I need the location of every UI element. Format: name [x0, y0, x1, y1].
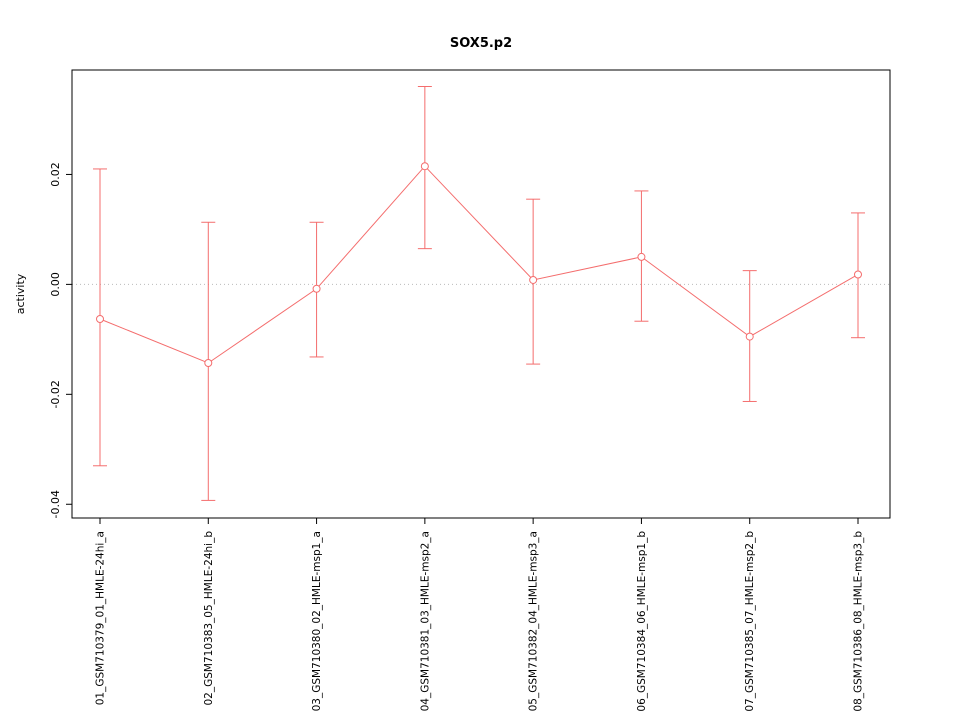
data-point — [745, 332, 754, 341]
data-point — [529, 275, 538, 284]
data-point — [312, 284, 321, 293]
data-point — [96, 315, 104, 324]
data-point — [854, 270, 862, 279]
y-tick-label: -0.04 — [49, 490, 62, 518]
series-line — [99, 165, 859, 364]
x-category-label: 02_GSM710383_05_HMLE-24hi_b — [203, 531, 215, 706]
y-tick-label: -0.02 — [49, 380, 62, 408]
x-category-label: 04_GSM710381_03_HMLE-msp2_a — [419, 531, 431, 711]
data-point — [420, 162, 429, 171]
x-category-label: 06_GSM710384_06_HMLE-msp1_b — [636, 531, 648, 712]
x-category-label: 05_GSM710382_04_HMLE-msp3_a — [528, 531, 540, 711]
y-axis-label: activity — [14, 273, 27, 314]
data-point — [637, 252, 646, 261]
plot-border — [71, 69, 891, 519]
y-tick-label: 0.00 — [49, 272, 62, 297]
x-category-label: 01_GSM710379_01_HMLE-24hi_a — [95, 531, 107, 705]
x-category-label: 08_GSM710386_08_HMLE-msp3_b — [853, 531, 865, 712]
x-category-label: 07_GSM710385_07_HMLE-msp2_b — [744, 531, 756, 712]
y-tick-label: 0.02 — [49, 162, 62, 187]
data-point — [204, 358, 213, 367]
x-category-label: 03_GSM710380_02_HMLE-msp1_a — [311, 531, 323, 711]
chart-title: SOX5.p2 — [450, 36, 512, 51]
